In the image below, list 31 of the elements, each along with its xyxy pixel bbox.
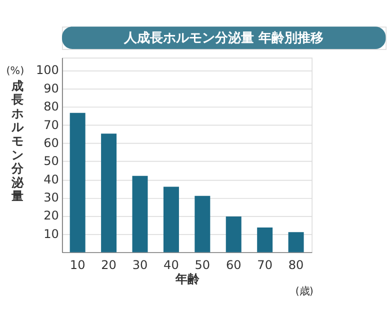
y-tick-label: 50 [44,154,59,168]
chart-title: 人成長ホルモン分泌量 年齢別推移 [123,30,324,46]
y-tick-label: 100 [36,63,59,78]
bar [132,176,148,252]
text: (歳) [295,285,314,298]
bar [101,134,117,252]
x-tick-label: 40 [164,258,179,272]
bar [163,186,179,252]
y-tick-label: 90 [44,81,59,96]
y-tick-label: 20 [44,208,59,223]
x-tick-label: 80 [288,258,304,272]
x-tick-label: 50 [194,258,210,272]
y-tick-label: 80 [44,100,59,114]
x-tick-label: 60 [226,258,242,272]
bar [257,227,273,252]
bar [226,216,242,252]
bar [70,112,86,252]
bar [288,232,304,252]
y-tick-label: 40 [44,172,59,186]
x-tick-label: 70 [257,258,273,272]
x-tick-label: 10 [70,258,86,272]
x-axis-title: 年齢 [174,272,200,286]
bar [194,196,210,252]
text: (%) [6,64,24,77]
y-tick-label: 70 [44,118,59,132]
x-tick-label: 30 [132,258,148,272]
text: 成長ホルモン分泌量 [12,78,24,204]
x-tick-label: 20 [101,258,116,272]
y-tick-label: 10 [44,226,59,241]
y-tick-label: 30 [44,190,59,205]
y-tick-label: 60 [44,136,59,150]
